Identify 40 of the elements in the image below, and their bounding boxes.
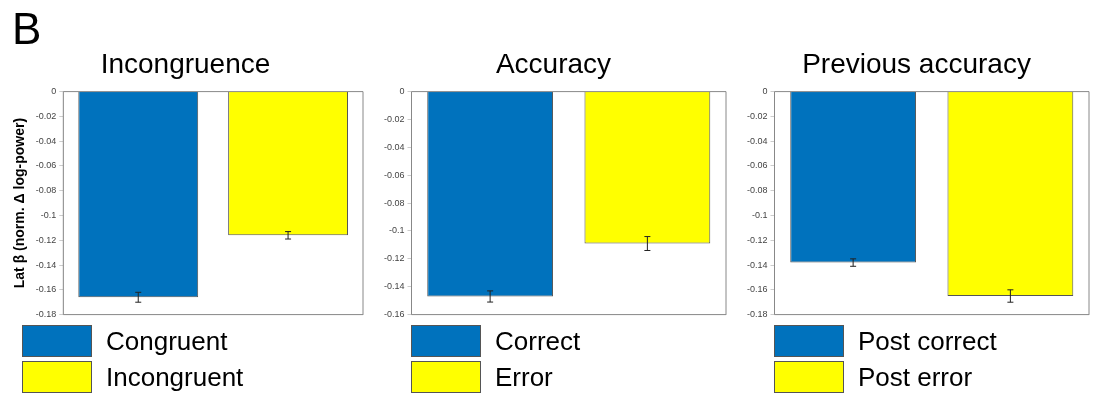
y-tick-label: -0.18: [747, 309, 768, 320]
y-axis-title: Lat β (norm. Δ log-power): [11, 117, 28, 289]
legend-label: Error: [495, 361, 553, 393]
chart-title: Accuracy: [495, 47, 612, 79]
y-tick-label: -0.08: [384, 197, 405, 208]
y-tick-label: -0.18: [35, 309, 57, 320]
y-tick-label: -0.12: [747, 234, 768, 245]
y-tick-label: -0.08: [747, 185, 768, 196]
y-tick-label: -0.14: [35, 259, 57, 270]
chart-title: Incongruence: [100, 47, 271, 79]
y-tick-label: 0: [399, 86, 405, 97]
y-tick-label: 0: [51, 86, 57, 97]
y-tick-label: -0.04: [384, 141, 405, 152]
y-tick-label: -0.1: [389, 225, 405, 236]
y-tick-label: -0.06: [747, 160, 768, 171]
text: Post error: [858, 361, 973, 393]
y-tick-label: -0.04: [747, 135, 768, 146]
legend-label: Post correct: [858, 325, 997, 357]
y-tick-label: 0: [762, 86, 768, 97]
y-tick-label: -0.08: [35, 185, 57, 196]
y-tick-label: -0.04: [35, 135, 57, 146]
y-tick-label: -0.02: [384, 113, 405, 124]
y-tick-label: -0.1: [752, 209, 768, 220]
y-tick-label: -0.06: [35, 160, 57, 171]
y-tick-label: -0.16: [747, 284, 768, 295]
series-label: Correct: [495, 325, 581, 357]
y-tick-label: -0.1: [40, 209, 57, 220]
text: B: [12, 4, 42, 54]
y-tick-label: -0.06: [384, 169, 405, 180]
y-tick-label: -0.14: [384, 281, 405, 292]
y-tick-label: -0.12: [384, 253, 405, 264]
y-tick-label: -0.16: [384, 309, 405, 320]
series-label: Congruent: [106, 325, 228, 357]
y-tick-label: -0.14: [747, 259, 768, 270]
chart-title: Previous accuracy: [802, 47, 1031, 79]
y-tick-label: -0.12: [35, 234, 57, 245]
y-tick-label: -0.02: [747, 110, 768, 121]
y-tick-label: -0.16: [35, 284, 57, 295]
legend-label: Incongruent: [106, 361, 244, 393]
y-tick-label: -0.02: [35, 110, 57, 121]
